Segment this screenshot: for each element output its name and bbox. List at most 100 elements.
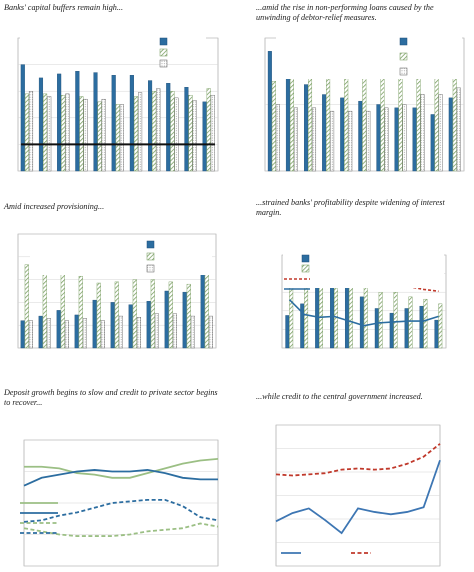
- bar-dots-2012: [65, 93, 70, 172]
- bar-dots-2017: [154, 313, 159, 349]
- caption-roa-spreads: ...strained banks' profitability despite…: [256, 198, 445, 217]
- bar-hatch-2010: [24, 264, 29, 349]
- bar-hatch-2018: [170, 90, 175, 172]
- bar-solid-2013: [75, 71, 80, 172]
- bar-solid-2017: [389, 312, 394, 349]
- bar-dots-2021Q3: [456, 87, 461, 172]
- bar-hatch-2014: [97, 101, 102, 172]
- bar-dots-2020: [210, 94, 215, 172]
- legend-background: [20, 34, 206, 63]
- bar-dots-2016: [136, 317, 141, 349]
- bar-hatch-2014: [96, 282, 101, 349]
- bar-dots-2014: [100, 320, 105, 349]
- bar-hatch-2020: [206, 88, 211, 172]
- bar-solid-2012: [57, 73, 62, 172]
- bar-dots-2020: [438, 94, 443, 172]
- bar-dots-2020: [208, 315, 213, 349]
- bar-dots-2015: [118, 315, 123, 349]
- bar-hatch-2015: [114, 281, 119, 349]
- bar-solid-2015: [359, 296, 364, 349]
- bar-hatch-2015: [115, 104, 120, 172]
- bar-hatch-2012: [61, 94, 66, 172]
- series-line: [23, 522, 219, 537]
- series-line: [288, 299, 439, 327]
- bar-hatch-2013: [78, 275, 83, 349]
- bar-hatch-2018: [408, 296, 413, 349]
- bar-solid-2016: [128, 304, 133, 349]
- bar-solid-2019: [412, 107, 417, 172]
- bar-hatch-2019: [188, 94, 193, 172]
- bar-dots-2011: [47, 96, 52, 172]
- bar-dots-2012: [64, 320, 69, 349]
- bar-solid-2019: [184, 87, 189, 172]
- series-line: [275, 459, 441, 535]
- bar-solid-2017: [148, 80, 153, 172]
- bar-dots-2014: [330, 110, 335, 172]
- bar-dots-2015: [119, 104, 124, 172]
- series-line: [275, 443, 441, 477]
- bar-hatch-2016: [133, 96, 139, 172]
- bar-solid-2017: [146, 301, 151, 349]
- bar-dots-2010: [28, 320, 33, 349]
- series-line: [23, 469, 218, 487]
- legend-swatch: [159, 59, 168, 68]
- bar-hatch-2011: [43, 93, 48, 172]
- legend-swatch: [399, 67, 408, 76]
- legend-swatch: [146, 240, 155, 249]
- bar-solid-2013: [304, 84, 309, 172]
- bar-solid-2011: [300, 303, 305, 349]
- legend-swatch: [301, 254, 310, 263]
- legend-swatch: [301, 264, 310, 273]
- bar-hatch-2016: [132, 279, 137, 349]
- bar-solid-2010: [285, 315, 290, 349]
- bar-dots-2015: [348, 110, 353, 172]
- bar-dots-2013: [312, 107, 317, 172]
- bar-dots-2019: [190, 315, 195, 349]
- caption-npl: ...amid the rise in non-performing loans…: [256, 3, 434, 22]
- bar-solid-2014: [93, 72, 98, 172]
- bar-hatch-2011: [271, 81, 276, 172]
- bar-solid-2017: [376, 104, 381, 172]
- caption-deposits-credit: Deposit growth begins to slow and credit…: [4, 388, 218, 407]
- legend-swatch: [159, 48, 168, 57]
- bar-solid-2011: [267, 51, 272, 172]
- bar-solid-2018: [164, 290, 169, 349]
- bar-solid-2021Q3: [448, 97, 453, 172]
- bar-solid-2018: [166, 83, 171, 172]
- legend-swatch: [146, 252, 155, 261]
- bar-dots-2018: [172, 313, 177, 349]
- bar-solid-2011: [38, 77, 44, 172]
- bar-solid-2010: [20, 320, 25, 349]
- bar-dots-2011: [46, 318, 51, 349]
- bar-solid-2019: [182, 291, 187, 349]
- bar-dots-2018: [174, 97, 179, 172]
- bar-dots-2019: [192, 100, 197, 172]
- series-line: [24, 458, 219, 479]
- bar-hatch-2017: [393, 292, 398, 349]
- bar-solid-2020: [202, 101, 207, 172]
- bar-hatch-2013: [79, 96, 84, 172]
- bar-hatch-2010: [24, 93, 29, 172]
- bar-dots-2013: [82, 318, 87, 349]
- bar-dots-2014: [101, 98, 106, 172]
- caption-credit-govt: ...while credit to the central governmen…: [256, 392, 423, 401]
- bar-dots-2013: [83, 98, 88, 172]
- bar-dots-2019: [420, 94, 425, 172]
- bar-solid-2014: [92, 299, 97, 349]
- bar-hatch-2019: [423, 298, 428, 349]
- bar-solid-2013: [74, 314, 79, 349]
- bar-solid-2020: [434, 319, 439, 349]
- bar-dots-2011: [275, 104, 280, 172]
- series-line: [23, 498, 219, 523]
- caption-bank-capital: Banks' capital buffers remain high...: [4, 3, 124, 12]
- bar-hatch-2016: [378, 292, 383, 349]
- bar-dots-2017: [384, 107, 389, 172]
- bar-solid-2015: [111, 75, 116, 172]
- bar-dots-2016: [138, 92, 143, 172]
- bar-solid-2016: [358, 100, 363, 172]
- bar-solid-2016: [374, 308, 379, 349]
